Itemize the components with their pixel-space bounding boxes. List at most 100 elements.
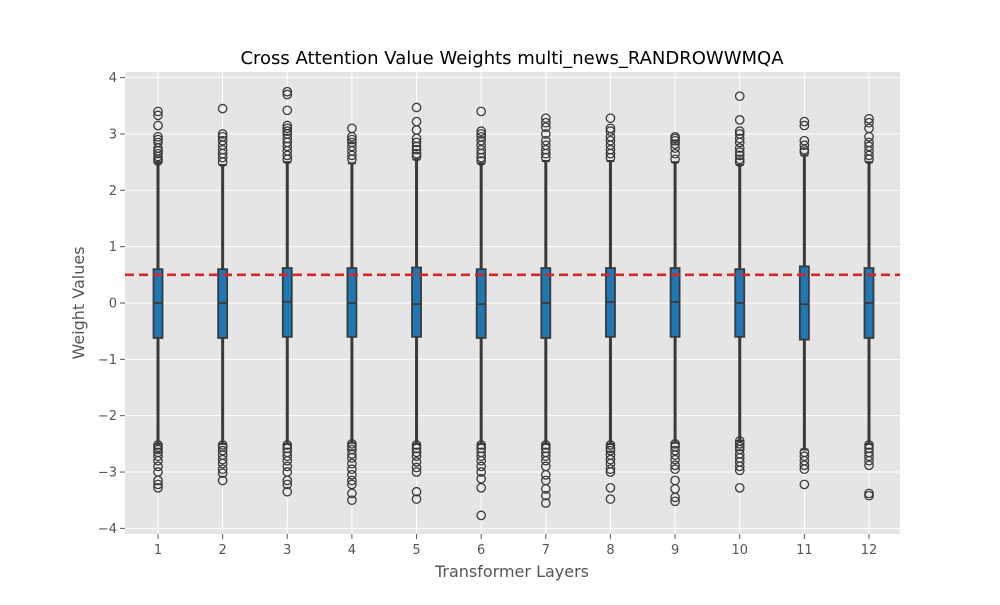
outlier-point [540,440,551,450]
x-tick-label: 12 [861,543,878,558]
outlier-point [670,464,680,475]
outlier-point [734,441,745,452]
outlier-point [476,106,487,117]
box-layer-4 [346,123,358,506]
outlier-point [347,441,357,452]
outlier-point [153,131,163,142]
box-layer-12 [863,113,875,501]
outlier-point [734,461,745,472]
outlier-point [476,440,487,450]
outlier-point [217,103,228,114]
outlier-point [411,486,422,497]
box-plots [152,86,875,521]
y-tick-label: 2 [109,184,117,199]
y-tick-label: −1 [98,353,117,368]
outlier-point [282,126,293,137]
outlier-point [347,469,357,480]
outlier-point [347,453,357,463]
outlier-point [411,440,422,450]
box-layer-3 [281,86,293,497]
x-tick-label: 9 [671,543,679,558]
y-tick-label: −3 [98,466,117,481]
outlier-point [153,110,163,121]
outlier-point [864,131,874,142]
box-layer-2 [217,103,229,486]
outlier-point [540,122,551,133]
outlier-point [411,144,422,155]
outlier-point [282,150,293,161]
x-tick-label: 8 [606,543,614,558]
box-layer-8 [605,113,616,504]
outlier-point [605,467,616,477]
outlier-point [864,455,874,466]
outlier-point [734,143,745,153]
outlier-point [670,496,680,507]
outlier-point [605,440,616,450]
y-tick-label: 1 [109,240,117,255]
outlier-point [799,460,810,471]
outlier-point [476,126,487,137]
outlier-point [864,440,874,450]
outlier-point [670,135,680,146]
outlier-point [217,454,228,465]
outlier-point [411,457,422,467]
outlier-point [540,451,551,462]
outlier-point [734,150,745,161]
outlier-point [476,510,487,521]
outlier-point [217,475,228,486]
outlier-point [153,106,163,117]
outlier-point [734,137,745,148]
outlier-point [476,156,487,166]
outlier-point [734,133,745,144]
outlier-point [217,464,228,475]
outlier-point [217,157,228,167]
outlier-point [864,460,874,471]
outlier-point [605,454,616,465]
outlier-point [411,462,422,473]
x-tick-label: 1 [154,543,162,558]
outlier-point [540,484,551,494]
outlier-point [217,458,228,469]
outlier-point [605,494,616,504]
outlier-point [540,117,551,128]
x-tick-label: 10 [731,543,748,558]
outlier-point [347,154,357,165]
outlier-point [476,148,487,159]
outlier-point [411,451,422,462]
y-tick-label: 3 [109,127,117,142]
outlier-point [734,126,745,137]
box-layer-10 [734,91,746,493]
outlier-point [411,467,422,477]
outlier-point [864,150,874,161]
outlier-point [217,129,228,139]
outlier-point [217,468,228,479]
outlier-point [670,154,680,165]
box-iqr [411,266,422,338]
outlier-point [540,469,551,480]
outlier-point [411,494,422,504]
y-tick-label: −4 [98,522,117,537]
outlier-point [476,455,487,466]
outlier-point [282,154,293,165]
outlier-point [153,475,163,486]
outlier-point [347,449,357,459]
outlier-point [153,479,163,490]
outlier-point [605,148,616,159]
outlier-point [799,479,810,490]
chart-title: Cross Attention Value Weights multi_news… [240,48,784,69]
outlier-point [799,116,810,127]
outlier-point [282,440,293,450]
outlier-point [347,134,357,145]
outlier-point [670,460,680,471]
box-layer-11 [798,116,810,490]
outlier-point [799,464,810,475]
outlier-point [153,451,163,462]
outlier-point [411,148,422,159]
box-layer-6 [475,106,487,521]
x-tick-label: 6 [477,543,485,558]
y-tick-label: −2 [98,409,117,424]
outlier-point [864,154,874,165]
outlier-point [347,475,357,486]
outlier-point [347,150,357,161]
